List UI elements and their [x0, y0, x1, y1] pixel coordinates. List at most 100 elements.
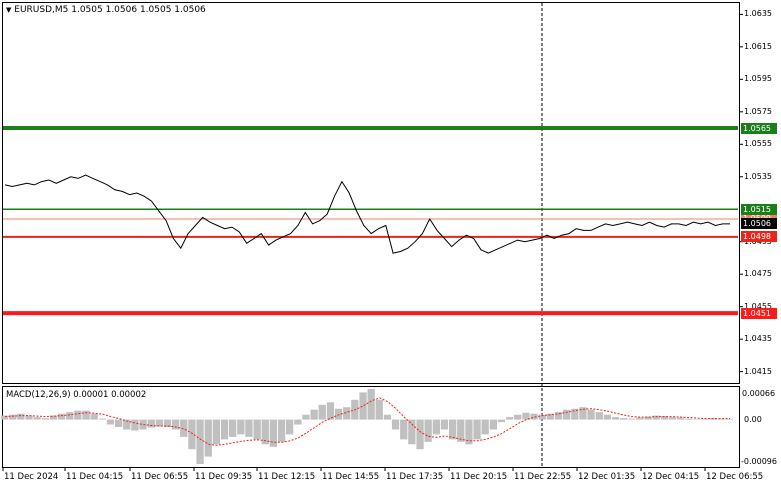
macd-bar	[188, 419, 196, 450]
macd-bar	[416, 419, 424, 450]
macd-bar	[693, 419, 701, 420]
macd-bar	[326, 402, 335, 420]
macd-bar	[685, 418, 693, 420]
macd-bar	[554, 412, 563, 420]
macd-bar	[538, 414, 546, 420]
macd-bar	[115, 419, 123, 427]
macd-bar	[587, 409, 595, 420]
macd-bar	[9, 414, 17, 420]
macd-bar	[652, 415, 660, 420]
time-tick: 12 Dec 06:55	[706, 472, 764, 482]
macd-bar	[74, 410, 82, 420]
macd-bar	[286, 419, 294, 435]
macd-bar	[522, 412, 530, 420]
time-tick: 11 Dec 2024	[4, 472, 59, 482]
price-line	[4, 174, 730, 254]
level-label-1.0565: 1.0565	[741, 122, 777, 134]
macd-bar	[701, 418, 709, 420]
time-tick: 11 Dec 09:35	[195, 472, 253, 482]
macd-bar	[82, 410, 90, 420]
macd-bar	[391, 419, 400, 430]
macd-tick-zero: 0.00	[744, 415, 762, 424]
macd-bar	[644, 416, 652, 420]
macd-bar	[408, 419, 416, 445]
price-tick: 1.0575	[744, 106, 772, 116]
macd-bar	[603, 414, 611, 420]
macd-bar	[245, 419, 253, 437]
macd-bar	[489, 419, 497, 430]
macd-bar	[318, 404, 326, 420]
levels-layer	[3, 126, 738, 316]
macd-bar	[139, 419, 147, 430]
macd-bar	[546, 413, 554, 420]
macd-bar	[660, 416, 669, 420]
price-tick: 1.0435	[744, 334, 772, 344]
time-tick: 11 Dec 17:35	[386, 472, 444, 482]
macd-bar	[57, 413, 66, 420]
macd-bar	[359, 392, 367, 420]
level-label-1.0515: 1.0515	[741, 203, 777, 215]
macd-bar	[424, 419, 432, 442]
macd-bar	[465, 419, 473, 445]
macd-bar	[514, 414, 522, 420]
price-layer	[4, 174, 730, 254]
macd-bar	[220, 419, 229, 440]
chart-header: ▼ EURUSD,M5 1.0505 1.0506 1.0505 1.0506	[6, 5, 206, 15]
chart-title: EURUSD,M5 1.0505 1.0506 1.0505 1.0506	[14, 5, 206, 15]
macd-bar	[106, 419, 115, 425]
time-tick: 11 Dec 20:15	[450, 472, 508, 482]
macd-bar	[229, 419, 237, 437]
macd-bar	[449, 419, 457, 440]
macd-bar	[41, 418, 49, 420]
macd-bar	[147, 419, 155, 428]
macd-bar	[196, 419, 204, 464]
macd-bar	[595, 412, 603, 420]
price-tick: 1.0635	[744, 9, 772, 19]
price-pane-frame	[2, 2, 740, 384]
macd-bar	[131, 419, 139, 431]
macd-bar	[383, 414, 392, 420]
macd-bar	[636, 417, 644, 420]
macd-bar	[180, 419, 188, 437]
time-tick: 11 Dec 22:55	[514, 472, 572, 482]
price-tick: 1.0455	[744, 301, 772, 311]
macd-signal-line	[4, 397, 730, 446]
macd-bar	[155, 419, 163, 427]
macd-bar	[717, 418, 726, 420]
time-tick: 12 Dec 01:35	[578, 472, 636, 482]
macd-bar	[0, 415, 9, 420]
macd-bar	[725, 419, 734, 420]
price-tick: 1.0535	[744, 171, 772, 181]
time-tick: 12 Dec 04:15	[642, 472, 700, 482]
macd-title: MACD(12,26,9) 0.00001 0.00002	[6, 390, 147, 400]
price-tick: 1.0555	[744, 139, 772, 149]
macd-bar	[25, 415, 33, 420]
macd-bar	[677, 417, 685, 420]
macd-bar	[579, 407, 587, 420]
level-label-1.0498: 1.0498	[741, 231, 777, 243]
triangle-down-icon[interactable]: ▼	[6, 6, 12, 14]
macd-bar	[163, 419, 172, 427]
macd-bar	[33, 417, 41, 420]
macd-bar	[17, 413, 25, 420]
macd-bar	[98, 418, 106, 420]
macd-bar	[66, 412, 74, 420]
macd-bar	[571, 408, 579, 420]
macd-bar	[343, 407, 351, 420]
macd-bar	[172, 419, 180, 430]
macd-bar	[668, 417, 677, 420]
macd-bar	[261, 419, 269, 445]
macd-bar	[253, 419, 261, 440]
macd-bar	[481, 419, 489, 435]
macd-tick-bottom: -0.00096	[741, 457, 777, 466]
macd-tick-top: 0.00066	[742, 389, 776, 398]
macd-bar	[294, 419, 302, 425]
price-tick: 1.0615	[744, 41, 772, 51]
level-label-1.0506: 1.0506	[741, 218, 777, 230]
macd-bar	[375, 399, 383, 420]
macd-bar	[302, 414, 310, 420]
macd-bar	[473, 419, 481, 440]
time-tick: 11 Dec 06:55	[131, 472, 189, 482]
macd-bar	[563, 409, 571, 420]
